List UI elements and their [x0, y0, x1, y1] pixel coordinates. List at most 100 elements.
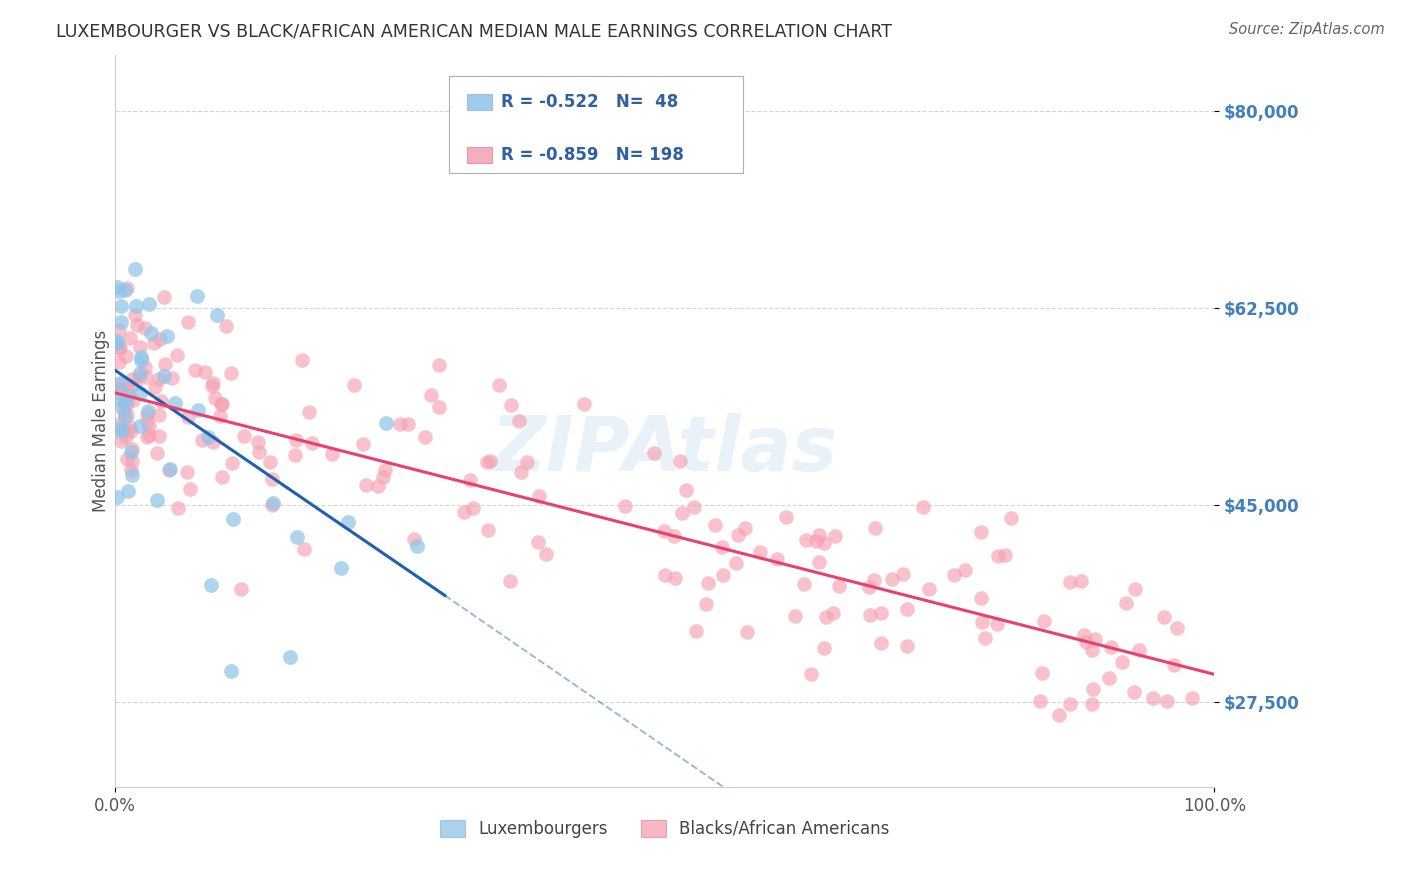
Point [870, 606, 893, 620]
Point [499, 398, 522, 412]
Point [219, 366, 242, 380]
Point [880, 572, 903, 586]
Point [138, 419, 160, 434]
Point [278, 650, 301, 665]
Point [211, 397, 233, 411]
Point [115, 281, 138, 295]
Point [488, 378, 510, 392]
Point [972, 615, 994, 629]
Point [475, 455, 498, 469]
Point [219, 664, 242, 678]
Point [374, 463, 396, 477]
Point [1099, 640, 1122, 654]
Point [197, 429, 219, 443]
Point [249, 445, 271, 459]
Point [107, 322, 129, 336]
Point [815, 609, 838, 624]
Point [166, 348, 188, 362]
Point [211, 470, 233, 484]
Point [429, 358, 451, 372]
Point [110, 434, 132, 449]
Point [156, 329, 179, 343]
Point [120, 462, 142, 476]
Point [1163, 657, 1185, 672]
Point [685, 624, 707, 638]
Point [652, 524, 675, 538]
Point [1123, 685, 1146, 699]
Point [107, 280, 129, 294]
Point [477, 523, 499, 537]
Point [664, 529, 686, 543]
Point [371, 470, 394, 484]
Point [138, 427, 160, 442]
Point [183, 363, 205, 377]
Point [186, 289, 208, 303]
Point [713, 568, 735, 582]
Point [668, 454, 690, 468]
Point [135, 370, 157, 384]
Point [859, 607, 882, 622]
Point [461, 501, 484, 516]
Point [114, 396, 136, 410]
Point [107, 490, 129, 504]
Point [321, 447, 343, 461]
Point [202, 435, 225, 450]
Point [118, 420, 141, 434]
Point [202, 376, 225, 391]
Point [148, 428, 170, 442]
Point [986, 617, 1008, 632]
Point [953, 563, 976, 577]
Point [108, 284, 131, 298]
Point [292, 541, 315, 556]
Point [146, 493, 169, 508]
Point [353, 437, 375, 451]
Point [138, 297, 160, 311]
Point [215, 319, 238, 334]
Point [526, 535, 548, 549]
Point [177, 410, 200, 425]
Point [710, 540, 733, 554]
Point [211, 397, 233, 411]
Point [858, 580, 880, 594]
Point [863, 521, 886, 535]
Point [247, 435, 270, 450]
Point [793, 577, 815, 591]
Point [124, 308, 146, 322]
Point [204, 391, 226, 405]
Point [734, 521, 756, 535]
Point [419, 388, 441, 402]
Point [259, 455, 281, 469]
Point [129, 353, 152, 368]
Point [298, 405, 321, 419]
Point [112, 405, 135, 419]
Point [159, 462, 181, 476]
Point [735, 625, 758, 640]
Point [478, 454, 501, 468]
Point [671, 506, 693, 520]
Point [153, 290, 176, 304]
Point [121, 454, 143, 468]
Point [664, 571, 686, 585]
Point [157, 463, 180, 477]
Point [943, 568, 966, 582]
Point [402, 533, 425, 547]
Point [510, 465, 533, 479]
Point [987, 549, 1010, 563]
Point [129, 351, 152, 365]
Point [114, 410, 136, 425]
Point [574, 397, 596, 411]
Point [388, 417, 411, 431]
Point [896, 640, 918, 654]
Point [291, 353, 314, 368]
Point [683, 500, 706, 514]
Point [1166, 621, 1188, 635]
Point [529, 489, 551, 503]
Point [124, 376, 146, 391]
Point [262, 496, 284, 510]
Legend: Luxembourgers, Blacks/African Americans: Luxembourgers, Blacks/African Americans [433, 813, 896, 845]
Point [153, 358, 176, 372]
Point [108, 376, 131, 391]
Point [654, 568, 676, 582]
Point [749, 545, 772, 559]
Point [643, 446, 665, 460]
